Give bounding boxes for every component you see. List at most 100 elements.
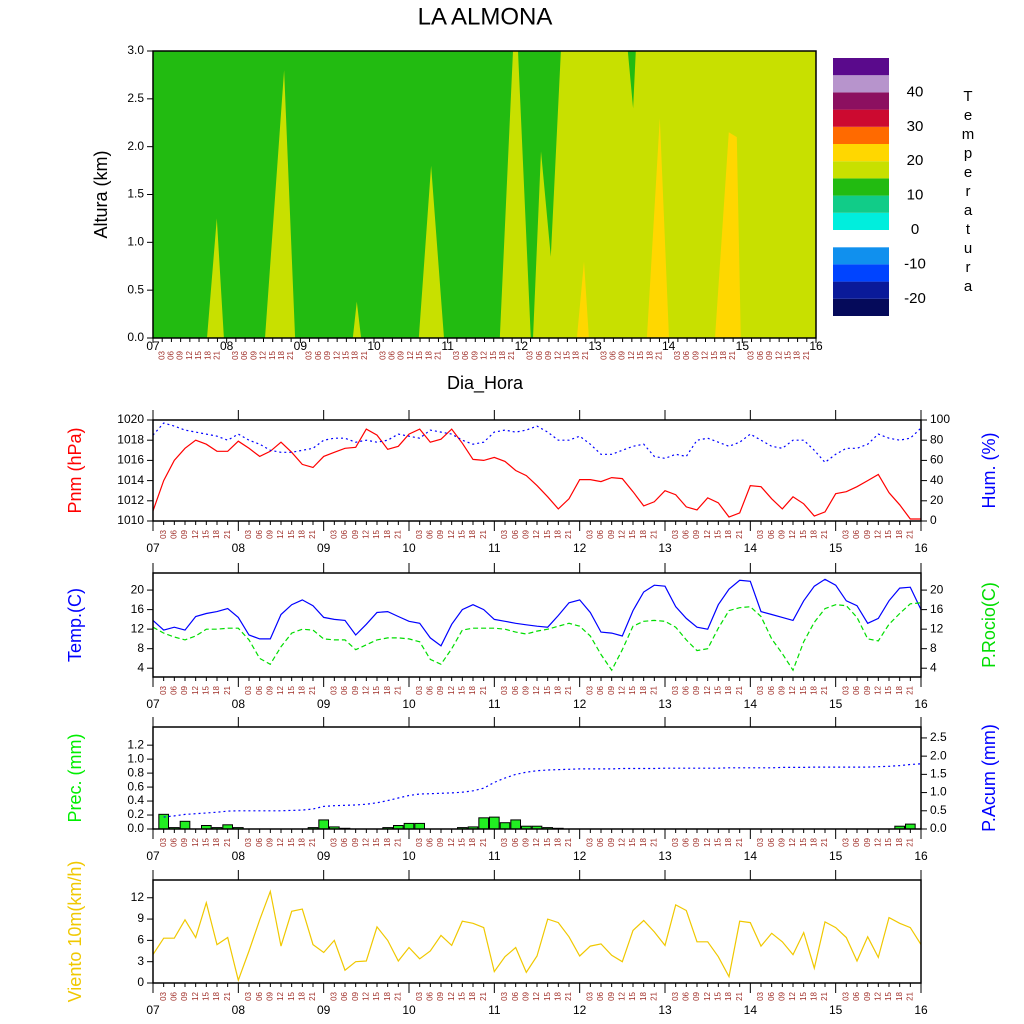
hour-label: 06 <box>767 685 776 694</box>
hour-label: 15 <box>372 529 381 538</box>
hour-label: 15 <box>783 350 792 359</box>
x-tick-label: 16 <box>809 339 823 353</box>
hour-label: 03 <box>500 837 509 846</box>
hour-label: 15 <box>628 837 637 846</box>
hour-label: 09 <box>765 350 774 359</box>
hour-label: 21 <box>735 837 744 846</box>
hour-label: 12 <box>185 350 194 359</box>
hour-label: 12 <box>553 350 562 359</box>
series-line <box>152 428 921 520</box>
y-tick-label: 12 <box>131 890 145 904</box>
x-tick-label: 10 <box>402 1003 416 1017</box>
hour-label: 18 <box>724 837 733 846</box>
colorbar-box <box>833 212 889 230</box>
y2-tick-label: 0 <box>930 513 937 527</box>
hour-label: 12 <box>617 529 626 538</box>
hour-label: 21 <box>564 991 573 1000</box>
hour-label: 12 <box>532 837 541 846</box>
hour-label: 09 <box>265 991 274 1000</box>
y-tick-label: 1.0 <box>127 751 144 765</box>
hour-label: 06 <box>535 350 544 359</box>
hour-label: 15 <box>287 685 296 694</box>
hour-label: 18 <box>383 685 392 694</box>
hour-label: 09 <box>180 991 189 1000</box>
hour-label: 03 <box>585 529 594 538</box>
hour-label: 12 <box>447 837 456 846</box>
hour-label: 06 <box>167 350 176 359</box>
hour-label: 21 <box>308 685 317 694</box>
y-tick-label: 1.2 <box>127 737 144 751</box>
precip-bar <box>478 817 490 830</box>
hour-label: 21 <box>223 685 232 694</box>
y-tick-label: 3 <box>137 954 144 968</box>
x-tick-label: 12 <box>573 1003 587 1017</box>
hour-label: 21 <box>360 350 369 359</box>
hour-label: 09 <box>521 837 530 846</box>
colorbar-box <box>833 247 889 265</box>
hour-label: 21 <box>905 529 914 538</box>
hour-label: 06 <box>852 685 861 694</box>
hour-label: 03 <box>329 837 338 846</box>
hour-label: 09 <box>176 350 185 359</box>
hour-label: 06 <box>255 991 264 1000</box>
y2-tick-label: 60 <box>930 453 944 467</box>
hour-label: 21 <box>223 991 232 1000</box>
hour-label: 18 <box>468 529 477 538</box>
y-tick-label: 0.5 <box>127 282 144 296</box>
y-tick-label: 8 <box>137 641 144 655</box>
hour-label: 21 <box>735 991 744 1000</box>
y-tick-label: 1.0 <box>127 235 144 249</box>
y2-tick-label: 1.5 <box>930 767 947 781</box>
x-tick-label: 14 <box>662 339 676 353</box>
x-tick-label: 09 <box>294 339 308 353</box>
y-axis-title: Altura (km) <box>91 150 111 238</box>
hour-label: 03 <box>378 350 387 359</box>
y-tick-label: 1010 <box>117 513 144 527</box>
hour-label: 09 <box>777 529 786 538</box>
hour-label: 21 <box>564 529 573 538</box>
hour-label: 18 <box>424 350 433 359</box>
x-tick-label: 12 <box>515 339 529 353</box>
colorbar-box <box>833 126 889 144</box>
hour-label: 21 <box>820 685 829 694</box>
hour-label: 06 <box>852 837 861 846</box>
hour-label: 12 <box>276 837 285 846</box>
y-tick-label: 1014 <box>117 473 144 487</box>
x-tick-label: 12 <box>573 541 587 555</box>
hour-label: 21 <box>649 991 658 1000</box>
x-tick-label: 14 <box>744 697 758 711</box>
hour-label: 03 <box>244 685 253 694</box>
hour-label: 18 <box>553 991 562 1000</box>
hour-label: 18 <box>572 350 581 359</box>
y-axis-title: Prec. (mm) <box>65 734 85 823</box>
hour-label: 03 <box>244 529 253 538</box>
hour-label: 21 <box>820 529 829 538</box>
hour-label: 06 <box>169 529 178 538</box>
colorbar-box <box>833 161 889 179</box>
hour-label: 03 <box>671 685 680 694</box>
hour-label: 21 <box>393 685 402 694</box>
x-tick-label: 13 <box>658 697 672 711</box>
hour-label: 21 <box>434 350 443 359</box>
hour-label: 06 <box>596 991 605 1000</box>
hour-label: 12 <box>480 350 489 359</box>
plot-frame <box>152 726 922 830</box>
y2-axis-title: Hum. (%) <box>979 433 999 509</box>
x-tick-label: 15 <box>829 1003 843 1017</box>
hour-label: 06 <box>609 350 618 359</box>
x-tick-label: 13 <box>658 541 672 555</box>
hour-label: 06 <box>240 350 249 359</box>
hour-label: 21 <box>308 837 317 846</box>
hour-label: 12 <box>406 350 415 359</box>
hour-label: 09 <box>180 529 189 538</box>
hour-label: 03 <box>756 529 765 538</box>
hour-label: 15 <box>415 350 424 359</box>
hour-label: 15 <box>884 529 893 538</box>
x-tick-label: 11 <box>488 849 501 863</box>
hour-label: 18 <box>297 837 306 846</box>
hour-label: 03 <box>157 350 166 359</box>
y2-axis-title: P.Rocio(C) <box>979 582 999 668</box>
hour-label: 03 <box>841 991 850 1000</box>
hour-label: 18 <box>498 350 507 359</box>
hour-label: 09 <box>863 685 872 694</box>
